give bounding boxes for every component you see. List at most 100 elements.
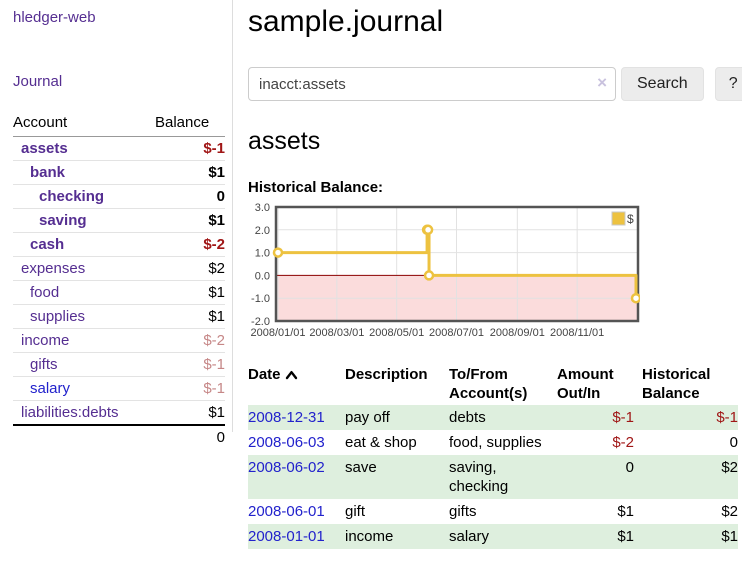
clear-search-icon[interactable]: × bbox=[597, 73, 607, 92]
transaction-date-link[interactable]: 2008-06-02 bbox=[248, 459, 325, 476]
transaction-amount: 0 bbox=[557, 455, 642, 499]
svg-text:2008/11/01: 2008/11/01 bbox=[550, 327, 604, 339]
sidebar-account-table: Account Balance assets $-1 bank $1 checking 0… bbox=[13, 112, 225, 449]
search-input-wrapper: × bbox=[248, 67, 616, 101]
sidebar-account-balance: $1 bbox=[155, 280, 225, 305]
transaction-accounts: salary bbox=[449, 524, 557, 549]
sidebar-account-row: cash $-2 bbox=[13, 232, 225, 257]
transaction-date-link[interactable]: 2008-12-31 bbox=[248, 409, 325, 426]
search-input[interactable] bbox=[248, 67, 616, 101]
sidebar-account-link-expenses[interactable]: expenses bbox=[21, 260, 86, 277]
sidebar-account-row: assets $-1 bbox=[13, 136, 225, 161]
transaction-balance: $2 bbox=[721, 503, 738, 520]
svg-text:2008/07/01: 2008/07/01 bbox=[429, 327, 484, 339]
svg-text:2008/05/01: 2008/05/01 bbox=[369, 327, 424, 339]
transaction-amount: $1 bbox=[557, 524, 642, 549]
svg-text:1.0: 1.0 bbox=[255, 248, 270, 260]
sidebar-account-row: income $-2 bbox=[13, 328, 225, 353]
sidebar-account-link-supplies[interactable]: supplies bbox=[30, 308, 86, 325]
transaction-description: gift bbox=[345, 503, 366, 520]
svg-text:2008/01/01: 2008/01/01 bbox=[250, 327, 305, 339]
sidebar-total-balance: 0 bbox=[216, 429, 225, 446]
sidebar-account-link-saving[interactable]: saving bbox=[39, 212, 87, 229]
sidebar-account-balance: $1 bbox=[155, 304, 225, 329]
sidebar-account-link-salary[interactable]: salary bbox=[30, 380, 71, 397]
sidebar-account-link-income[interactable]: income bbox=[21, 332, 70, 349]
sidebar-account-rows: assets $-1 bank $1 checking 0 saving $1 cash $-2 e… bbox=[13, 136, 225, 426]
search-button[interactable]: Search bbox=[621, 67, 704, 101]
transaction-date-cell: 2008-06-02 bbox=[248, 455, 345, 499]
main-content: sample.journal × Search ? assets Histori… bbox=[248, 0, 742, 549]
transaction-date-cell: 2008-06-01 bbox=[248, 499, 345, 524]
chart-title: Historical Balance: bbox=[248, 179, 384, 196]
sidebar-account-balance: $1 bbox=[155, 160, 225, 185]
sidebar-account-row: salary $-1 bbox=[13, 376, 225, 401]
page-title: sample.journal bbox=[248, 5, 444, 38]
balance-column-header: Balance bbox=[155, 112, 225, 137]
search-form: × Search ? bbox=[248, 67, 742, 101]
register-column-date[interactable]: Date bbox=[248, 363, 345, 405]
register-column-description: Description bbox=[345, 366, 428, 383]
chart-canvas: 2008/01/01 2008/03/01 2008/05/01 2008/07/01… bbox=[250, 202, 642, 339]
svg-text:-1.0: -1.0 bbox=[251, 293, 270, 305]
svg-text:0.0: 0.0 bbox=[255, 270, 270, 282]
sidebar-account-link-cash[interactable]: cash bbox=[30, 236, 65, 253]
sidebar-account-row: expenses $2 bbox=[13, 256, 225, 281]
svg-text:3.0: 3.0 bbox=[255, 202, 270, 214]
help-button[interactable]: ? bbox=[714, 67, 742, 101]
nav-journal-link[interactable]: Journal bbox=[13, 73, 63, 90]
sidebar-account-link-gifts[interactable]: gifts bbox=[30, 356, 58, 373]
sidebar-account-link-checking[interactable]: checking bbox=[39, 188, 105, 205]
sidebar-account-balance: $-1 bbox=[155, 376, 225, 401]
register-row: 2008-01-01 income salary $1 $1 bbox=[248, 524, 738, 549]
transaction-balance: $-1 bbox=[642, 405, 738, 430]
transaction-date-link[interactable]: 2008-06-03 bbox=[248, 434, 325, 451]
sidebar-account-balance: $2 bbox=[155, 256, 225, 281]
transaction-date-cell: 2008-01-01 bbox=[248, 524, 345, 549]
sidebar-account-link-liabilities:debts[interactable]: liabilities:debts bbox=[21, 404, 119, 421]
transaction-description: pay off bbox=[345, 405, 449, 430]
sidebar-account-balance: $-1 bbox=[155, 352, 225, 377]
register-row: 2008-06-01 gift gifts $1 $2 bbox=[248, 499, 738, 524]
account-heading: assets bbox=[248, 127, 321, 155]
legend-swatch bbox=[611, 211, 626, 226]
svg-text:2008/09/01: 2008/09/01 bbox=[490, 327, 545, 339]
sidebar-account-balance: $-2 bbox=[155, 328, 225, 353]
account-column-header: Account bbox=[13, 112, 155, 137]
sidebar-account-balance: $1 bbox=[155, 400, 225, 426]
register-row: 2008-06-02 save saving, checking 0 $2 bbox=[248, 455, 738, 499]
sidebar-account-balance: $-2 bbox=[155, 232, 225, 257]
transaction-date-link[interactable]: 2008-01-01 bbox=[248, 528, 325, 545]
transaction-accounts: food, supplies bbox=[449, 434, 542, 451]
sidebar-account-row: liabilities:debts $1 bbox=[13, 400, 225, 426]
register-column-accounts: To/From Account(s) bbox=[449, 366, 528, 402]
transaction-date-cell: 2008-12-31 bbox=[248, 405, 345, 430]
sidebar-account-row: checking 0 bbox=[13, 184, 225, 209]
register-column-balance: Historical Balance bbox=[642, 366, 711, 402]
svg-text:2008/03/01: 2008/03/01 bbox=[309, 327, 364, 339]
sidebar-account-link-assets[interactable]: assets bbox=[21, 140, 68, 157]
sidebar-account-row: gifts $-1 bbox=[13, 352, 225, 377]
sidebar: hledger-web Journal Account Balance asse… bbox=[0, 0, 233, 446]
brand-link[interactable]: hledger-web bbox=[13, 9, 96, 26]
register-row: 2008-12-31 pay off debts $-1 $-1 bbox=[248, 405, 738, 430]
svg-text:2.0: 2.0 bbox=[255, 225, 270, 237]
transaction-accounts: saving, checking bbox=[449, 455, 557, 499]
register-table: Date Description To/From Account(s) Amou… bbox=[248, 363, 738, 549]
historical-balance-chart: 2008/01/01 2008/03/01 2008/05/01 2008/07/01… bbox=[248, 202, 742, 350]
sidebar-account-row: food $1 bbox=[13, 280, 225, 305]
transaction-date-link[interactable]: 2008-06-01 bbox=[248, 503, 325, 520]
transaction-amount: $-1 bbox=[557, 405, 642, 430]
sidebar-account-balance: $-1 bbox=[155, 136, 225, 161]
register-header-row: Date Description To/From Account(s) Amou… bbox=[248, 363, 738, 405]
chevron-up-icon bbox=[285, 365, 298, 384]
transaction-accounts: gifts bbox=[449, 503, 477, 520]
register-column-amount: Amount Out/In bbox=[557, 366, 614, 402]
sidebar-total-row: 0 bbox=[13, 425, 225, 449]
sidebar-account-link-bank[interactable]: bank bbox=[30, 164, 66, 181]
legend-label: $ bbox=[627, 212, 634, 226]
sidebar-account-link-food[interactable]: food bbox=[30, 284, 60, 301]
sidebar-account-balance: $1 bbox=[155, 208, 225, 233]
transaction-balance: $1 bbox=[642, 524, 738, 549]
transaction-description: save bbox=[345, 455, 449, 499]
